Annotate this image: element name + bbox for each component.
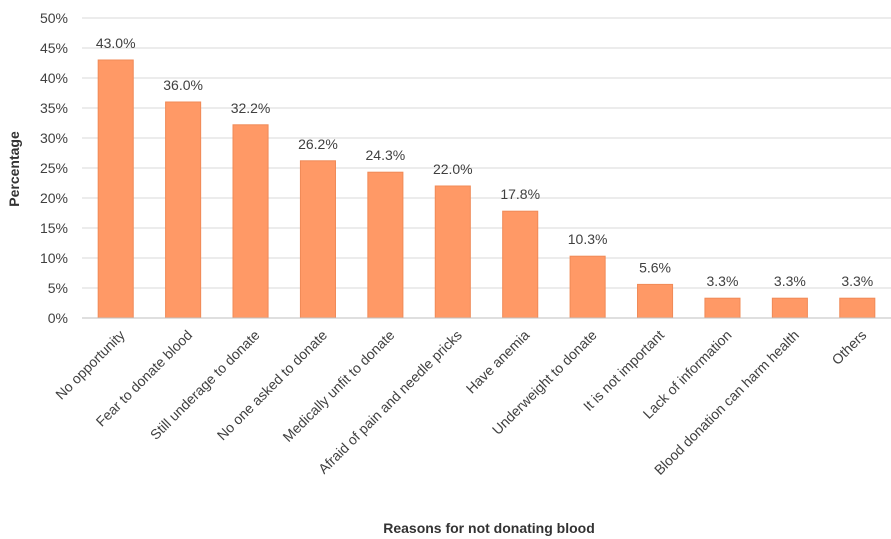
data-label: 17.8% [500, 186, 540, 202]
gridlines [82, 17, 891, 289]
y-axis-title: Percentage [6, 131, 22, 207]
bar [771, 297, 808, 319]
x-category-label: Others [828, 327, 869, 368]
y-tick-label: 5% [48, 280, 68, 296]
y-tick-label: 20% [40, 190, 68, 206]
x-category-label: Blood donation can harm health [651, 327, 802, 478]
bars [97, 59, 876, 319]
y-tick-label: 40% [40, 70, 68, 86]
y-tick-label: 45% [40, 40, 68, 56]
bar [637, 283, 674, 319]
data-label: 3.3% [774, 273, 806, 289]
x-category-label: Have anemia [463, 327, 533, 397]
data-label: 32.2% [231, 100, 271, 116]
data-label: 36.0% [163, 77, 203, 93]
bar [367, 171, 404, 319]
x-category-label: No opportunity [52, 327, 128, 403]
bar [97, 59, 134, 319]
y-tick-label: 30% [40, 130, 68, 146]
bar [232, 124, 269, 319]
data-labels: 43.0% 36.0% 32.2% 26.2% 24.3% 22.0% 17.8% 10.3%… [96, 35, 873, 289]
data-label: 10.3% [568, 231, 608, 247]
data-label: 24.3% [366, 147, 406, 163]
bar [299, 160, 336, 319]
y-tick-label: 25% [40, 160, 68, 176]
data-label: 3.3% [706, 273, 738, 289]
data-label: 3.3% [841, 273, 873, 289]
data-label: 22.0% [433, 161, 473, 177]
y-tick-label: 15% [40, 220, 68, 236]
x-category-label: Medically unfit to donate [279, 327, 397, 445]
y-tick-label: 50% [40, 10, 68, 26]
x-category-label: Still underage to donate [147, 327, 263, 443]
bar [839, 297, 876, 319]
bar [434, 185, 471, 319]
y-tick-label: 35% [40, 100, 68, 116]
data-label: 26.2% [298, 136, 338, 152]
x-category-label: No one asked to donate [214, 327, 331, 444]
bar [704, 297, 741, 319]
x-axis-title: Reasons for not donating blood [383, 520, 595, 536]
y-tick-label: 10% [40, 250, 68, 266]
bar [502, 210, 539, 319]
x-category-label: Afraid of pain and needle pricks [315, 327, 465, 477]
bar [569, 255, 606, 319]
data-label: 43.0% [96, 35, 136, 51]
y-axis-ticks: 0% 5% 10% 15% 20% 25% 30% 35% 40% 45% 50% [40, 10, 68, 326]
data-label: 5.6% [639, 259, 671, 275]
bar [165, 101, 202, 319]
y-tick-label: 0% [48, 310, 68, 326]
